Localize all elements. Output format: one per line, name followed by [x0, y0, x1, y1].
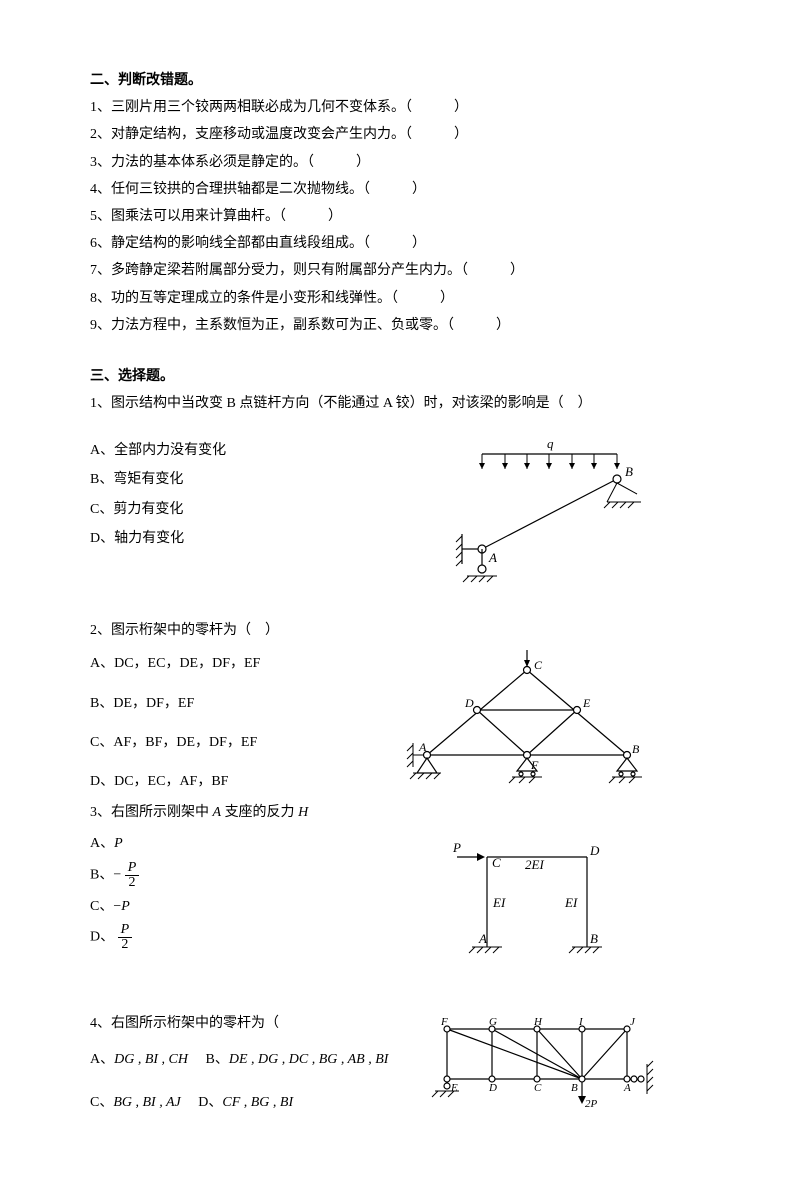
s3-q2-optA: A、DC，EC，DE，DF，EF	[90, 651, 370, 676]
fig-q4-C: C	[534, 1082, 542, 1094]
fig-q2-E: E	[582, 696, 591, 710]
s3-q4-optCD: C、BG , BI , AJ D、CF , BG , BI	[90, 1090, 410, 1115]
s3-q3-stem: 3、右图所示刚架中 A 支座的反力 H	[90, 800, 703, 825]
fig-q4-B: B	[571, 1082, 578, 1094]
fig-q3-EI2: EI	[564, 895, 578, 910]
fig-q2-D: D	[464, 696, 474, 710]
fig-q3-A: A	[478, 931, 487, 946]
fig-q2: A B C D E F	[407, 645, 667, 795]
s2-q4: 4、任何三铰拱的合理拱轴都是二次抛物线。（ ）	[90, 177, 703, 202]
fig-q3-EI1: EI	[492, 895, 506, 910]
s3-q3-optB: B、− P2	[90, 861, 370, 890]
s3-q2-stem: 2、图示桁架中的零杆为（ ）	[90, 618, 703, 643]
s3-q1-optD: D、轴力有变化	[90, 526, 370, 551]
s3-q1-stem: 1、图示结构中当改变 B 点链杆方向（不能通过 A 铰）时，对该梁的影响是（ ）	[90, 391, 703, 416]
fig-q4-F: F	[440, 1016, 448, 1028]
fig-q1: q A B	[427, 434, 647, 584]
s3-q3-optC: C、−P	[90, 894, 370, 919]
fig-q4-H: H	[533, 1016, 543, 1028]
s3-q4-stem: 4、右图所示桁架中的零杆为（	[90, 1011, 410, 1036]
fig-q1-B: B	[625, 464, 633, 479]
s2-q1: 1、三刚片用三个铰两两相联必成为几何不变体系。（ ）	[90, 95, 703, 120]
section2-title: 二、判断改错题。	[90, 68, 703, 93]
fig-q3-P: P	[452, 840, 461, 855]
fig-q4-D: D	[488, 1082, 497, 1094]
s3-q3-optD: D、 P2	[90, 923, 370, 952]
s2-q5: 5、图乘法可以用来计算曲杆。（ ）	[90, 204, 703, 229]
fig-q1-A: A	[488, 550, 497, 565]
s3-q1-optA: A、全部内力没有变化	[90, 438, 370, 463]
fig-q3-D: D	[589, 843, 600, 858]
s2-q9: 9、力法方程中，主系数恒为正，副系数可为正、负或零。（ ）	[90, 313, 703, 338]
s3-q2-optB: B、DE，DF，EF	[90, 691, 370, 716]
s2-q8: 8、功的互等定理成立的条件是小变形和线弹性。（ ）	[90, 286, 703, 311]
fig-q3-C: C	[492, 855, 501, 870]
s3-q1-optC: C、剪力有变化	[90, 497, 370, 522]
fig-q2-F: F	[530, 758, 539, 772]
fig-q2-C: C	[534, 658, 543, 672]
fig-q3: P C D A B 2EI EI EI	[437, 827, 637, 977]
fig-q4-E: E	[450, 1082, 458, 1094]
s3-q2-optC: C、AF，BF，DE，DF，EF	[90, 730, 370, 755]
s2-q3: 3、力法的基本体系必须是静定的。（ ）	[90, 150, 703, 175]
s3-q3-optA: A、P	[90, 831, 370, 856]
s2-q2: 2、对静定结构，支座移动或温度改变会产生内力。（ ）	[90, 122, 703, 147]
s3-q2-optD: D、DC，EC，AF，BF	[90, 769, 370, 794]
s3-q1-optB: B、弯矩有变化	[90, 467, 370, 492]
s2-q6: 6、静定结构的影响线全部都由直线段组成。（ ）	[90, 231, 703, 256]
fig-q1-q: q	[547, 436, 554, 451]
section3-title: 三、选择题。	[90, 364, 703, 389]
fig-q3-B: B	[590, 931, 598, 946]
s2-q7: 7、多跨静定梁若附属部分受力，则只有附属部分产生内力。（ ）	[90, 258, 703, 283]
s3-q4-optAB: A、DG , BI , CH B、DE , DG , DC , BG , AB …	[90, 1047, 410, 1072]
fig-q4-A: A	[623, 1082, 631, 1094]
fig-q4-G: G	[489, 1016, 497, 1028]
fig-q4-2P: 2P	[585, 1098, 598, 1110]
fig-q4-J: J	[630, 1016, 636, 1028]
fig-q2-B: B	[632, 742, 640, 756]
fig-q4: F G H I J E D C B A 2P	[427, 1009, 687, 1119]
fig-q2-A: A	[418, 740, 427, 754]
fig-q3-2EI: 2EI	[525, 857, 544, 872]
